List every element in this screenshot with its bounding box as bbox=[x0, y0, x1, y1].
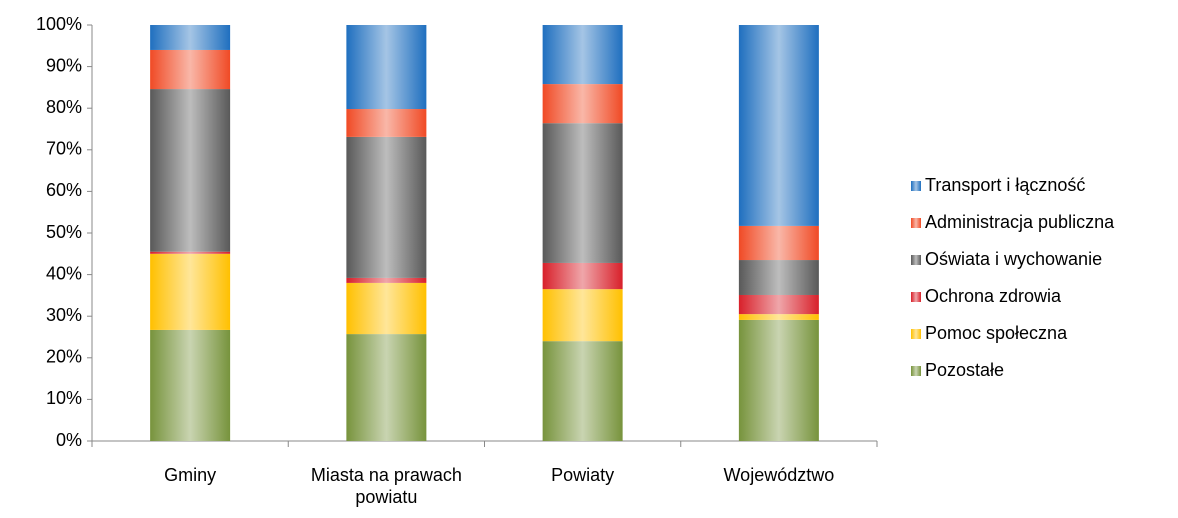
y-tick-label: 50% bbox=[46, 222, 82, 242]
bar-segment bbox=[738, 319, 819, 441]
bar-segment bbox=[346, 136, 427, 278]
bar-segment bbox=[346, 334, 427, 441]
legend-swatch bbox=[911, 181, 921, 191]
bar-segment bbox=[346, 282, 427, 335]
legend-label: Transport i łączność bbox=[925, 175, 1085, 195]
y-tick-label: 60% bbox=[46, 180, 82, 200]
bar-segment bbox=[542, 289, 623, 342]
bar-segment bbox=[738, 25, 819, 226]
legend-swatch bbox=[911, 255, 921, 265]
bar-segment bbox=[150, 49, 231, 90]
bar-segment bbox=[542, 84, 623, 124]
bar-segment bbox=[346, 277, 427, 283]
legend-label: Administracja publiczna bbox=[925, 212, 1115, 232]
legend-label: Oświata i wychowanie bbox=[925, 249, 1102, 269]
bar-segment bbox=[542, 25, 623, 85]
legend-label: Pomoc społeczna bbox=[925, 323, 1068, 343]
bar-segment bbox=[150, 329, 231, 441]
bar-segment bbox=[346, 109, 427, 137]
bar-segment bbox=[542, 341, 623, 441]
x-tick-label: Województwo bbox=[723, 465, 835, 485]
legend-swatch bbox=[911, 329, 921, 339]
bar-segment bbox=[738, 314, 819, 320]
bar-segment bbox=[738, 294, 819, 315]
x-tick-label: Miasta na prawach powiatu bbox=[310, 465, 462, 507]
bar-segment bbox=[738, 225, 819, 261]
legend-swatch bbox=[911, 218, 921, 228]
x-tick-label: Gminy bbox=[164, 465, 217, 485]
bar-segment bbox=[542, 123, 623, 263]
legend-label: Pozostałe bbox=[925, 360, 1004, 380]
y-tick-label: 70% bbox=[46, 139, 82, 159]
y-tick-label: 20% bbox=[46, 347, 82, 367]
bar-segment bbox=[150, 25, 231, 50]
bar-segment bbox=[542, 262, 623, 290]
bar-segment bbox=[150, 89, 231, 252]
bar-segment bbox=[150, 253, 231, 330]
legend-label: Ochrona zdrowia bbox=[925, 286, 1062, 306]
y-tick-label: 10% bbox=[46, 388, 82, 408]
y-tick-label: 40% bbox=[46, 263, 82, 283]
y-tick-label: 100% bbox=[36, 14, 82, 34]
bar-segment bbox=[346, 25, 427, 110]
y-tick-label: 80% bbox=[46, 97, 82, 117]
legend-swatch bbox=[911, 292, 921, 302]
y-tick-label: 30% bbox=[46, 305, 82, 325]
legend-swatch bbox=[911, 366, 921, 376]
y-tick-label: 90% bbox=[46, 55, 82, 75]
y-tick-label: 0% bbox=[56, 430, 82, 450]
bar-segment bbox=[738, 260, 819, 295]
x-tick-label: Powiaty bbox=[551, 465, 615, 485]
bar-segment bbox=[150, 251, 231, 254]
